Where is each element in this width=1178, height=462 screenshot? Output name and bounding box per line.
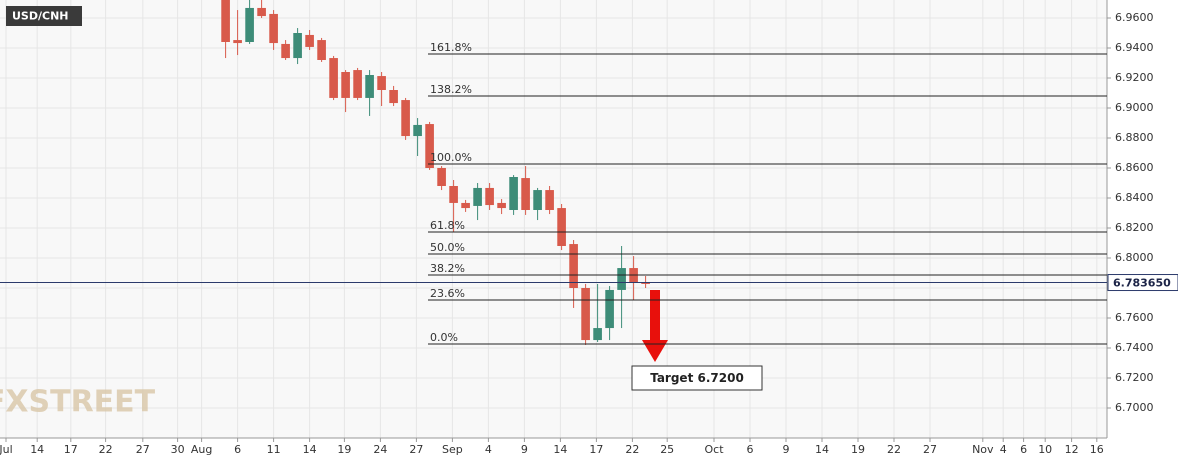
candle-body xyxy=(569,244,578,288)
x-tick-label: 14 xyxy=(815,443,829,456)
candle-body xyxy=(593,328,602,341)
x-tick-label: 11 xyxy=(267,443,281,456)
candle-body xyxy=(533,190,542,210)
x-tick-label: 27 xyxy=(409,443,423,456)
candle-body xyxy=(305,34,314,47)
fib-label: 0.0% xyxy=(430,331,458,344)
candle-body xyxy=(269,13,278,44)
candle-body xyxy=(221,0,230,42)
candle-body xyxy=(365,75,374,98)
y-tick-label: 6.8000 xyxy=(1115,251,1154,264)
x-tick-label: 4 xyxy=(485,443,492,456)
y-tick-label: 6.7000 xyxy=(1115,401,1154,414)
candle-body xyxy=(245,7,254,42)
x-tick-label: 27 xyxy=(923,443,937,456)
candle-body xyxy=(317,40,326,60)
y-tick-label: 6.9000 xyxy=(1115,101,1154,114)
x-tick-label: 9 xyxy=(783,443,790,456)
y-tick-label: 6.9400 xyxy=(1115,41,1154,54)
x-tick-label: 12 xyxy=(1065,443,1079,456)
current-price-label: 6.783650 xyxy=(1113,277,1171,290)
x-tick-label: 22 xyxy=(99,443,113,456)
candle-body xyxy=(497,202,506,209)
candle-body xyxy=(425,124,434,168)
candle-body xyxy=(413,124,422,137)
fib-label: 61.8% xyxy=(430,219,465,232)
candle-body xyxy=(509,177,518,210)
candle-body xyxy=(353,70,362,98)
x-tick-label: 9 xyxy=(521,443,528,456)
x-tick-label: Jul xyxy=(0,443,13,456)
x-tick-label: Oct xyxy=(704,443,724,456)
fib-label: 138.2% xyxy=(430,83,472,96)
candle-body xyxy=(257,7,266,17)
x-tick-label: 6 xyxy=(747,443,754,456)
y-tick-label: 6.7400 xyxy=(1115,341,1154,354)
y-tick-label: 6.7200 xyxy=(1115,371,1154,384)
fib-label: 38.2% xyxy=(430,262,465,275)
candle-body xyxy=(485,187,494,206)
candle-body xyxy=(377,76,386,90)
candle-body xyxy=(557,208,566,246)
chart-title: USD/CNH xyxy=(12,10,69,23)
x-tick-label: 14 xyxy=(303,443,317,456)
candle-body xyxy=(389,90,398,104)
x-tick-label: 17 xyxy=(589,443,603,456)
x-tick-label: 24 xyxy=(373,443,387,456)
candle-body xyxy=(293,33,302,59)
fib-label: 161.8% xyxy=(430,41,472,54)
candle-body xyxy=(581,288,590,341)
x-tick-label: 14 xyxy=(553,443,567,456)
x-tick-label: 10 xyxy=(1038,443,1052,456)
x-tick-label: 14 xyxy=(30,443,44,456)
candle-body xyxy=(461,202,470,209)
annotation: Target 6.7200 xyxy=(650,371,744,385)
annotation-box xyxy=(631,365,763,391)
candle-body xyxy=(617,268,626,290)
candle-body xyxy=(605,289,614,329)
y-tick-label: 6.8200 xyxy=(1115,221,1154,234)
candle-body xyxy=(521,178,530,210)
candle-body xyxy=(437,168,446,186)
candle-body xyxy=(329,58,338,98)
candle-body xyxy=(401,100,410,137)
x-tick-label: 16 xyxy=(1090,443,1104,456)
x-tick-label: 25 xyxy=(660,443,674,456)
x-tick-label: 22 xyxy=(625,443,639,456)
y-tick-label: 6.8600 xyxy=(1115,161,1154,174)
plot-area xyxy=(0,0,1107,438)
current-price-box xyxy=(1107,274,1178,292)
x-tick-label: 17 xyxy=(64,443,78,456)
candle-body xyxy=(545,190,554,210)
y-tick-label: 6.8800 xyxy=(1115,131,1154,144)
x-tick-label: Sep xyxy=(442,443,463,456)
x-tick-label: 19 xyxy=(851,443,865,456)
x-tick-label: 6 xyxy=(1020,443,1027,456)
grid xyxy=(0,0,1107,438)
candle-body xyxy=(341,72,350,98)
x-tick-label: 6 xyxy=(234,443,241,456)
fib-label: 23.6% xyxy=(430,287,465,300)
candle-body xyxy=(449,186,458,203)
x-tick-label: 4 xyxy=(1000,443,1007,456)
symbol-box xyxy=(6,6,82,26)
y-tick-label: 6.7600 xyxy=(1115,311,1154,324)
candle-body xyxy=(281,43,290,59)
watermark: FXSTREET xyxy=(0,385,156,420)
candle-body xyxy=(473,187,482,206)
fib-label: 50.0% xyxy=(430,241,465,254)
x-tick-label: 19 xyxy=(337,443,351,456)
x-tick-label: 22 xyxy=(887,443,901,456)
x-tick-label: Nov xyxy=(972,443,994,456)
x-tick-label: 27 xyxy=(136,443,150,456)
marks xyxy=(221,0,650,345)
y-tick-label: 6.9600 xyxy=(1115,11,1154,24)
y-tick-label: 6.9200 xyxy=(1115,71,1154,84)
candle-body xyxy=(233,40,242,44)
y-tick-label: 6.8400 xyxy=(1115,191,1154,204)
fib-label: 100.0% xyxy=(430,151,472,164)
x-tick-label: Aug xyxy=(191,443,212,456)
x-tick-label: 30 xyxy=(171,443,185,456)
